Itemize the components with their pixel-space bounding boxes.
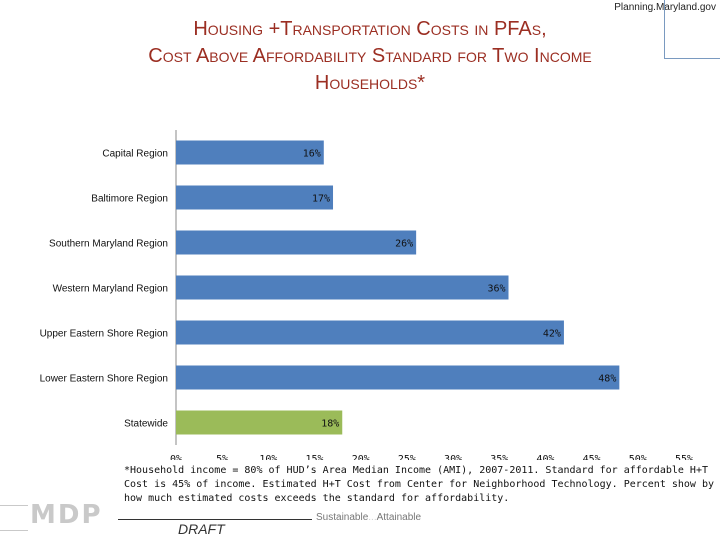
mdp-logo: MDP bbox=[30, 500, 103, 530]
bar bbox=[176, 320, 564, 345]
x-tick-label: 55% bbox=[675, 454, 693, 460]
x-tick-label: 0% bbox=[170, 454, 182, 460]
data-label: 42% bbox=[543, 329, 561, 340]
chart-title-line-1: Housing +Transportation Costs in PFAs, bbox=[193, 18, 547, 40]
data-label: 17% bbox=[312, 194, 330, 205]
x-tick-label: 45% bbox=[583, 454, 601, 460]
category-label: Upper Eastern Shore Region bbox=[40, 329, 168, 340]
category-label: Western Maryland Region bbox=[53, 284, 168, 295]
tagline-separator: ... bbox=[368, 512, 377, 523]
data-label: 48% bbox=[598, 374, 616, 385]
bar bbox=[176, 410, 343, 435]
bar-chart: Capital Region 16% Baltimore Region 17% Sout… bbox=[40, 130, 693, 460]
x-tick-label: 35% bbox=[490, 454, 508, 460]
x-tick-label: 50% bbox=[629, 454, 647, 460]
x-tick-label: 40% bbox=[536, 454, 554, 460]
footnote: *Household income = 80% of HUD’s Area Me… bbox=[124, 465, 715, 504]
data-label: 26% bbox=[395, 239, 413, 250]
bar bbox=[176, 275, 509, 300]
category-label: Southern Maryland Region bbox=[49, 239, 168, 250]
bar bbox=[176, 230, 417, 255]
bar bbox=[176, 365, 620, 390]
x-tick-label: 10% bbox=[259, 454, 277, 460]
data-label: 18% bbox=[321, 419, 339, 430]
draft-label: DRAFT bbox=[178, 521, 225, 537]
category-label: Statewide bbox=[124, 419, 168, 430]
x-tick-label: 20% bbox=[352, 454, 370, 460]
tagline-part-2: Attainable bbox=[376, 512, 422, 523]
logo-rule-top bbox=[0, 505, 28, 506]
x-tick-label: 5% bbox=[216, 454, 228, 460]
header-corner-rule bbox=[664, 0, 720, 59]
category-label: Lower Eastern Shore Region bbox=[40, 374, 168, 385]
data-label: 16% bbox=[303, 149, 321, 160]
category-label: Baltimore Region bbox=[91, 194, 168, 205]
x-tick-label: 15% bbox=[306, 454, 324, 460]
data-label: 36% bbox=[487, 284, 505, 295]
category-label: Capital Region bbox=[102, 149, 168, 160]
bar bbox=[176, 140, 324, 165]
chart-title-line-2: Cost Above Affordability Standard for Tw… bbox=[148, 45, 592, 67]
x-tick-label: 30% bbox=[444, 454, 462, 460]
draft-rule bbox=[118, 519, 312, 520]
tagline: Sustainable...Attainable bbox=[316, 512, 421, 523]
tagline-part-1: Sustainable bbox=[316, 512, 369, 523]
site-url-label: Planning.Maryland.gov bbox=[614, 2, 716, 13]
x-tick-label: 25% bbox=[398, 454, 416, 460]
chart-title-line-3: Households* bbox=[314, 72, 426, 94]
chart-title: Housing +Transportation Costs in PFAs, C… bbox=[40, 16, 700, 97]
bar bbox=[176, 185, 334, 210]
logo-rule-bottom bbox=[0, 530, 28, 531]
